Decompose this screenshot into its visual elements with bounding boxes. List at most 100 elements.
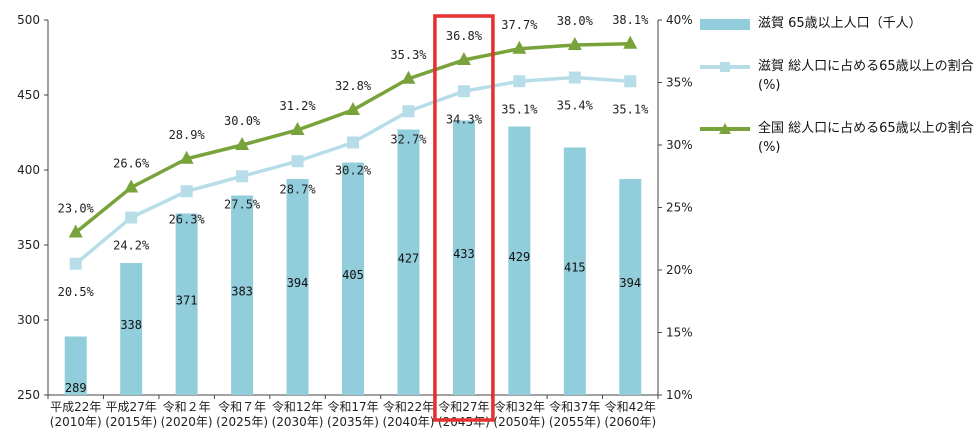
national-ratio-label: 32.8% xyxy=(335,79,372,93)
right-tick-label: 15% xyxy=(666,326,693,340)
bar-data-label: 433 xyxy=(453,247,475,261)
right-tick-label: 10% xyxy=(666,388,693,402)
x-tick-label-year: (2020年) xyxy=(161,415,213,429)
x-tick-label-year: (2010年) xyxy=(50,415,102,429)
national-ratio-label: 30.0% xyxy=(224,114,261,128)
shiga-ratio-label: 30.2% xyxy=(335,164,372,178)
national-ratio-marker xyxy=(456,52,471,65)
national-ratio-marker xyxy=(235,137,250,150)
national-ratio-marker xyxy=(346,102,360,115)
shiga-ratio-marker xyxy=(568,71,581,84)
legend-item-shiga-population: 滋賀 65歳以上人口（千人） xyxy=(700,14,975,33)
shiga-ratio-label: 20.5% xyxy=(58,285,95,299)
x-tick-label: 令和17年 xyxy=(327,399,378,414)
bar xyxy=(619,179,642,395)
shiga-ratio-marker xyxy=(624,75,637,88)
national-ratio-marker xyxy=(290,122,305,135)
shiga-ratio-marker xyxy=(402,105,415,118)
x-tick-label-year: (2040年) xyxy=(383,415,435,429)
right-tick-label: 30% xyxy=(666,138,693,152)
bar xyxy=(397,129,420,395)
left-tick-label: 400 xyxy=(17,163,40,177)
x-tick-label: 令和７年 xyxy=(218,399,266,414)
national-ratio-marker xyxy=(68,224,83,238)
shiga-ratio-marker xyxy=(180,185,193,198)
x-tick-label-year: (2060年) xyxy=(604,415,656,429)
national-ratio-marker xyxy=(512,40,527,54)
x-tick-label: 令和42年 xyxy=(605,399,656,414)
legend-item-national-ratio: 全国 総人口に占める65歳以上の割合(%) xyxy=(700,119,975,157)
national-ratio-marker xyxy=(623,35,638,49)
x-tick-label: 令和２年 xyxy=(163,399,211,414)
bar-data-label: 415 xyxy=(564,260,586,274)
shiga-ratio-label: 32.7% xyxy=(390,132,427,146)
legend-swatch-square-line xyxy=(700,61,750,73)
national-ratio-label: 38.1% xyxy=(612,13,649,27)
shiga-ratio-label: 28.7% xyxy=(279,182,316,196)
legend-swatch-bar xyxy=(700,18,750,30)
right-tick-label: 20% xyxy=(666,263,693,277)
legend-swatch-triangle-line xyxy=(700,123,750,135)
x-tick-label-year: (2035年) xyxy=(327,415,379,429)
right-tick-label: 40% xyxy=(666,13,693,27)
bar-data-label: 427 xyxy=(398,251,420,265)
shiga-ratio-marker xyxy=(125,211,138,224)
national-ratio-marker xyxy=(124,179,139,193)
left-tick-label: 350 xyxy=(17,238,40,252)
bar xyxy=(231,195,254,395)
bar xyxy=(452,120,475,395)
shiga-ratio-marker xyxy=(236,170,249,183)
legend-item-shiga-ratio: 滋賀 総人口に占める65歳以上の割合(%) xyxy=(700,57,975,95)
national-ratio-marker xyxy=(179,150,194,164)
bar-data-label: 338 xyxy=(120,318,142,332)
bar-data-label: 394 xyxy=(287,276,309,290)
x-tick-label-year: (2055年) xyxy=(549,415,601,429)
national-ratio-label: 35.3% xyxy=(390,48,427,62)
shiga-ratio-label: 35.1% xyxy=(612,102,649,116)
bar xyxy=(175,213,198,395)
legend-label-national-ratio: 全国 総人口に占める65歳以上の割合(%) xyxy=(758,121,974,155)
shiga-ratio-label: 34.3% xyxy=(446,112,483,126)
x-tick-label-year: (2050年) xyxy=(493,415,545,429)
highlight-box xyxy=(433,14,495,422)
national-ratio-marker xyxy=(567,37,582,50)
bar-data-label: 429 xyxy=(509,250,531,264)
shiga-ratio-label: 35.1% xyxy=(501,102,538,116)
bar xyxy=(508,126,531,395)
legend-label-shiga-population: 滋賀 65歳以上人口（千人） xyxy=(758,16,922,31)
x-tick-label: 平成27年 xyxy=(106,400,157,414)
bar xyxy=(120,263,143,395)
national-ratio-label: 23.0% xyxy=(58,202,95,216)
x-tick-label-year: (2025年) xyxy=(216,415,268,429)
x-tick-label-year: (2045年) xyxy=(438,415,490,429)
bar xyxy=(342,162,364,395)
x-tick-label: 令和37年 xyxy=(549,399,600,414)
right-tick-label: 35% xyxy=(666,76,693,90)
national-ratio-label: 28.9% xyxy=(169,128,206,142)
shiga-ratio-label: 27.5% xyxy=(224,197,261,211)
legend: 滋賀 65歳以上人口（千人） 滋賀 総人口に占める65歳以上の割合(%) 全国 … xyxy=(700,14,975,181)
national-ratio-label: 37.7% xyxy=(501,18,538,32)
bar xyxy=(64,336,87,395)
national-ratio-label: 31.2% xyxy=(279,99,316,113)
shiga-ratio-marker xyxy=(457,85,470,98)
shiga-ratio-label: 24.2% xyxy=(113,239,150,253)
national-ratio-label: 38.0% xyxy=(557,14,594,28)
bar xyxy=(286,179,309,395)
shiga-ratio-label: 35.4% xyxy=(557,99,594,113)
bar-data-label: 289 xyxy=(65,381,87,395)
x-tick-label: 令和32年 xyxy=(494,399,545,414)
shiga-ratio-marker xyxy=(291,155,304,168)
national-ratio-label: 36.8% xyxy=(446,29,483,43)
bar-data-label: 394 xyxy=(619,276,641,290)
left-tick-label: 300 xyxy=(17,313,40,327)
shiga-ratio-marker xyxy=(347,136,359,149)
national-ratio-marker xyxy=(401,70,416,84)
x-tick-label: 令和12年 xyxy=(272,399,323,414)
right-tick-label: 25% xyxy=(666,201,693,215)
left-tick-label: 450 xyxy=(17,88,40,102)
bar-data-label: 371 xyxy=(176,293,198,307)
bar-data-label: 405 xyxy=(342,268,364,282)
